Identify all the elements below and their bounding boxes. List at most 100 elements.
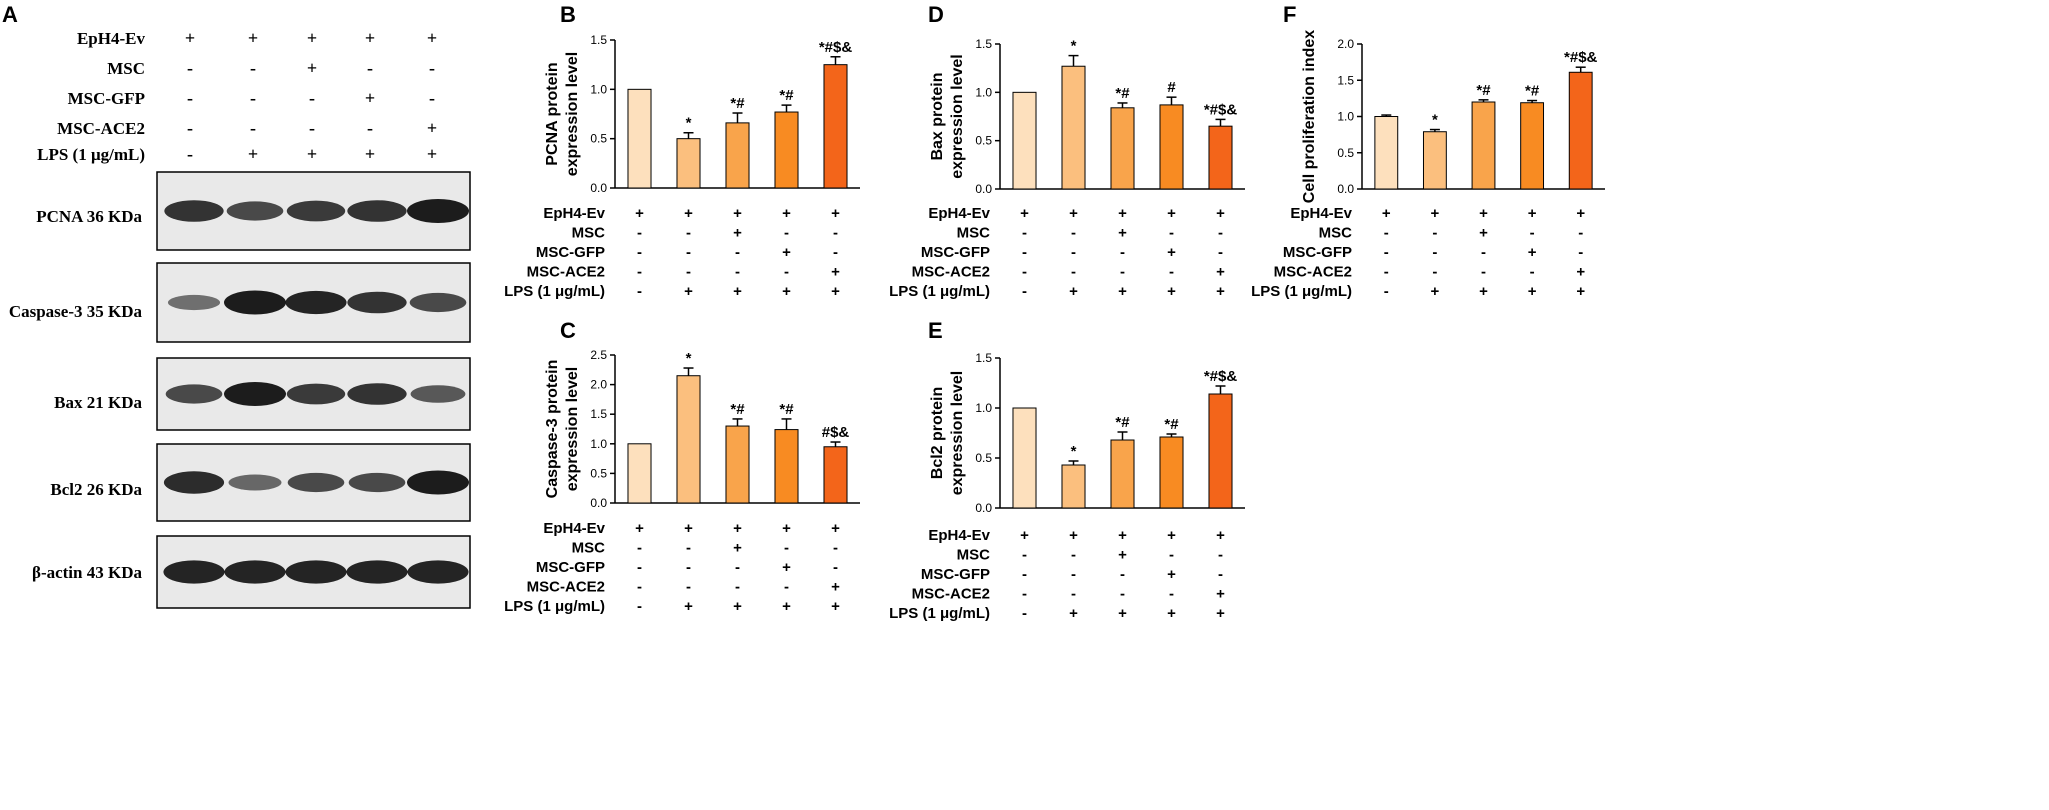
condition-sign: - — [1071, 586, 1076, 603]
condition-sign: + — [1528, 205, 1537, 222]
significance-label: * — [1432, 112, 1438, 129]
condition-sign: - — [187, 58, 193, 78]
condition-label: MSC — [957, 225, 991, 242]
condition-label: MSC-GFP — [68, 89, 145, 108]
bar — [725, 425, 750, 504]
condition-sign: + — [831, 598, 840, 615]
condition-sign: - — [1022, 283, 1027, 300]
bar — [1520, 102, 1545, 190]
condition-sign: - — [429, 88, 435, 108]
condition-label: MSC-ACE2 — [527, 579, 605, 596]
condition-sign: - — [250, 118, 256, 138]
condition-sign: - — [1022, 586, 1027, 603]
condition-sign: + — [1020, 527, 1029, 544]
condition-label: EpH4-Ev — [1290, 205, 1352, 222]
condition-sign: + — [1118, 225, 1127, 242]
significance-label: *#$& — [1564, 49, 1598, 66]
condition-sign: - — [686, 579, 691, 596]
condition-sign: + — [1216, 527, 1225, 544]
condition-sign: + — [1528, 244, 1537, 261]
condition-label: MSC-GFP — [536, 244, 605, 261]
blot-band — [410, 385, 466, 403]
condition-sign: - — [833, 559, 838, 576]
condition-sign: - — [367, 58, 373, 78]
bar — [676, 375, 701, 504]
condition-sign: + — [733, 283, 742, 300]
condition-sign: + — [1118, 527, 1127, 544]
condition-sign: - — [1169, 225, 1174, 242]
condition-sign: - — [686, 264, 691, 281]
bar — [1159, 104, 1184, 190]
condition-sign: + — [1069, 205, 1078, 222]
condition-label: MSC-GFP — [921, 566, 990, 583]
condition-sign: + — [831, 520, 840, 537]
condition-sign: - — [1071, 244, 1076, 261]
condition-sign: - — [686, 244, 691, 261]
condition-sign: + — [782, 520, 791, 537]
condition-sign: + — [1069, 527, 1078, 544]
bar — [774, 429, 799, 504]
condition-sign: - — [1530, 264, 1535, 281]
condition-label: EpH4-Ev — [928, 527, 990, 544]
blot-2: Bax 21 KDa — [54, 357, 471, 431]
blot-band — [285, 290, 347, 315]
condition-sign: + — [1020, 205, 1029, 222]
y-axis-label-line: Bax protein — [929, 72, 946, 160]
significance-label: * — [1071, 38, 1077, 55]
condition-sign: - — [637, 559, 642, 576]
condition-sign: - — [1022, 547, 1027, 564]
bar — [774, 111, 799, 189]
chart-panel-d: D 0.0 0.5 1.0 1.5 Bax protein expression level… — [889, 2, 1245, 300]
bar — [1374, 116, 1399, 190]
condition-sign: - — [637, 244, 642, 261]
bar — [1159, 436, 1184, 509]
blot-band — [226, 201, 284, 221]
bar — [627, 88, 652, 189]
blot-band — [407, 199, 469, 223]
significance-label: *# — [779, 87, 794, 104]
condition-table: EpH4-Ev + + + + + MSC - - + - - MSC-GFP - - - + - MSC-ACE2… — [504, 520, 840, 615]
blot-band — [164, 200, 224, 222]
y-tick-label: 0.5 — [975, 134, 992, 148]
bar — [1208, 125, 1233, 190]
y-tick-label: 0.5 — [590, 466, 607, 480]
condition-sign: + — [248, 28, 258, 48]
panel-a-western-blot: A EpH4-Ev + + + + + MSC - - + - - MSC-GFP - - - + - MSC-ACE… — [2, 2, 471, 609]
condition-sign: - — [1169, 264, 1174, 281]
condition-sign: + — [1118, 605, 1127, 622]
condition-sign: - — [1022, 264, 1027, 281]
condition-sign: - — [833, 225, 838, 242]
condition-sign: - — [784, 579, 789, 596]
condition-label: LPS (1 μg/mL) — [1251, 283, 1352, 300]
condition-sign: - — [1120, 244, 1125, 261]
blot-1: Caspase-3 35 KDa — [9, 262, 471, 343]
bar — [676, 138, 701, 189]
y-tick-label: 1.5 — [975, 37, 992, 51]
condition-sign: - — [309, 118, 315, 138]
panel-letter: D — [928, 2, 944, 27]
condition-sign: + — [1167, 566, 1176, 583]
condition-sign: - — [1022, 605, 1027, 622]
significance-label: #$& — [822, 424, 850, 441]
condition-sign: - — [637, 598, 642, 615]
condition-sign: - — [1218, 244, 1223, 261]
condition-sign: - — [1169, 547, 1174, 564]
condition-label: EpH4-Ev — [543, 520, 605, 537]
y-axis-label: Bax protein expression level — [929, 54, 966, 179]
blot-band — [224, 290, 286, 315]
condition-sign: + — [1216, 586, 1225, 603]
condition-sign: - — [187, 88, 193, 108]
condition-sign: + — [831, 579, 840, 596]
condition-sign: - — [735, 559, 740, 576]
condition-sign: + — [1216, 283, 1225, 300]
bar — [1110, 439, 1135, 509]
y-tick-label: 2.5 — [590, 348, 607, 362]
condition-sign: + — [1118, 547, 1127, 564]
blot-band — [224, 382, 286, 406]
condition-label: EpH4-Ev — [543, 205, 605, 222]
blot-band — [409, 292, 467, 313]
condition-sign: + — [684, 598, 693, 615]
condition-sign: + — [1479, 225, 1488, 242]
condition-label: MSC-ACE2 — [1274, 264, 1352, 281]
condition-label: LPS (1 μg/mL) — [504, 283, 605, 300]
